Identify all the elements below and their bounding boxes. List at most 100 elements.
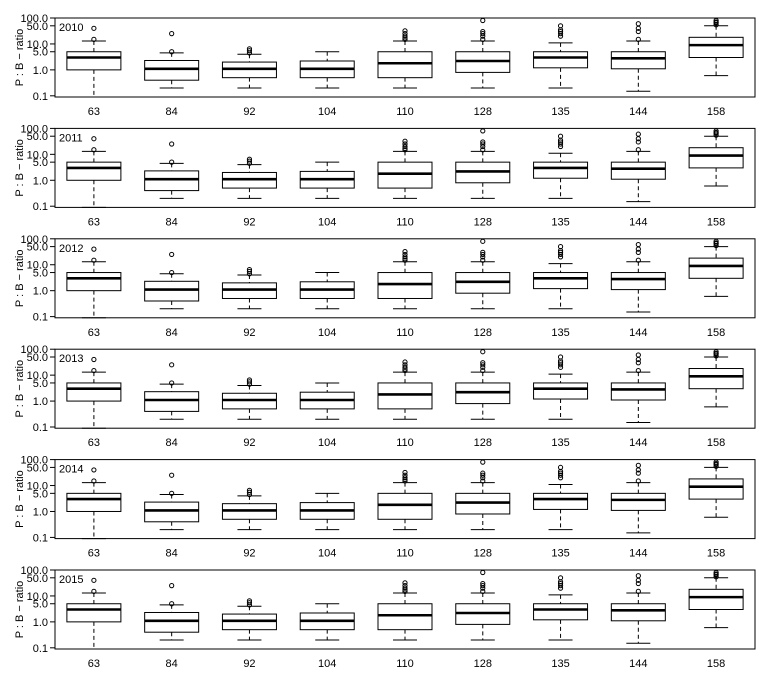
outlier-point	[480, 238, 486, 244]
plot-frame	[54, 238, 756, 319]
outlier-point	[169, 362, 175, 368]
outlier-point	[246, 48, 253, 54]
outlier-point	[246, 600, 253, 606]
outlier-point	[91, 478, 97, 484]
x-tick-label: 63	[88, 106, 100, 118]
y-tick-label: 5.0	[33, 378, 48, 390]
outlier-point	[91, 588, 97, 594]
box-iqr	[66, 51, 122, 71]
x-tick-label: 158	[707, 216, 725, 228]
outlier-point	[246, 487, 253, 493]
y-tick-label: 50.0	[27, 352, 48, 364]
box-iqr	[533, 603, 589, 621]
outlier-point	[402, 138, 408, 144]
y-tick-label: 5.0	[33, 47, 48, 59]
outlier-point	[557, 580, 564, 587]
outlier-point	[635, 249, 641, 255]
y-tick-label: 100.0	[20, 234, 48, 246]
outlier-point	[402, 251, 408, 258]
outlier-point	[557, 28, 564, 35]
outlier-point	[557, 464, 564, 471]
x-tick-label: 135	[551, 437, 569, 449]
x-tick-label: 84	[166, 437, 178, 449]
outlier-point	[91, 147, 97, 153]
outlier-point	[246, 46, 253, 52]
outlier-point	[480, 478, 486, 484]
x-tick-label: 158	[707, 658, 725, 670]
outlier-point	[402, 472, 408, 478]
outlier-point	[402, 254, 408, 260]
outlier-point	[480, 569, 486, 576]
y-tick-label: 100.0	[20, 13, 48, 25]
x-tick-label: 104	[318, 437, 336, 449]
box-iqr	[377, 51, 433, 79]
x-tick-label: 63	[88, 548, 100, 560]
box-iqr	[66, 272, 122, 292]
outlier-point	[91, 367, 97, 374]
outlier-point	[246, 266, 253, 273]
outlier-point	[635, 573, 641, 579]
y-tick-label: 100.0	[20, 565, 48, 577]
y-tick-label: 100.0	[20, 455, 48, 467]
outlier-point	[402, 33, 408, 39]
x-tick-label: 63	[88, 216, 100, 228]
outlier-point	[169, 159, 175, 165]
box-iqr	[533, 161, 589, 179]
outlier-point	[557, 360, 564, 366]
box-iqr	[377, 603, 433, 631]
y-tick-label: 10.0	[27, 370, 48, 382]
box-iqr	[66, 492, 122, 512]
x-tick-label: 144	[629, 216, 647, 228]
x-tick-label: 144	[629, 658, 647, 670]
x-tick-label: 158	[707, 548, 725, 560]
box-iqr	[533, 382, 589, 400]
outlier-point	[480, 139, 486, 145]
x-tick-label: 144	[629, 548, 647, 560]
outlier-point	[480, 249, 486, 255]
outlier-point	[557, 133, 564, 139]
y-tick-label: 50.0	[27, 21, 48, 33]
outlier-point	[402, 475, 408, 481]
y-tick-label: 5.0	[33, 488, 48, 500]
outlier-point	[480, 470, 486, 476]
x-tick-label: 104	[318, 106, 336, 118]
y-tick-label: 1.0	[33, 286, 48, 298]
outlier-point	[169, 380, 175, 386]
x-tick-label: 128	[474, 216, 492, 228]
outlier-point	[635, 21, 641, 27]
y-tick-label: 5.0	[33, 268, 48, 280]
box-iqr	[144, 501, 200, 523]
outlier-point	[246, 158, 253, 164]
outlier-point	[557, 249, 564, 255]
x-tick-label: 128	[474, 437, 492, 449]
y-tick-label: 5.0	[33, 599, 48, 611]
outlier-point	[480, 251, 486, 258]
box-iqr	[533, 272, 589, 290]
y-tick-label: 10.0	[27, 149, 48, 161]
x-tick-label: 92	[243, 106, 255, 118]
panel-year-label: 2012	[59, 243, 83, 255]
outlier-point	[169, 141, 175, 147]
outlier-point	[246, 489, 253, 495]
box-iqr	[533, 51, 589, 69]
outlier-point	[557, 354, 564, 360]
x-tick-label: 92	[243, 548, 255, 560]
outlier-point	[91, 577, 97, 583]
outlier-point	[713, 569, 719, 576]
box-iqr	[688, 147, 744, 169]
x-tick-label: 104	[318, 548, 336, 560]
outlier-point	[246, 268, 253, 275]
outlier-point	[713, 238, 719, 244]
y-tick-label: 5.0	[33, 157, 48, 169]
y-tick-label: 1.0	[33, 396, 48, 408]
outlier-point	[480, 360, 486, 366]
box-iqr	[66, 161, 122, 181]
box-iqr	[610, 161, 666, 180]
y-tick-label: 10.0	[27, 481, 48, 493]
y-tick-label: 0.1	[33, 643, 48, 655]
box-iqr	[66, 603, 122, 623]
outlier-point	[169, 49, 175, 55]
plot-frame	[54, 569, 756, 650]
box-iqr	[144, 280, 200, 302]
